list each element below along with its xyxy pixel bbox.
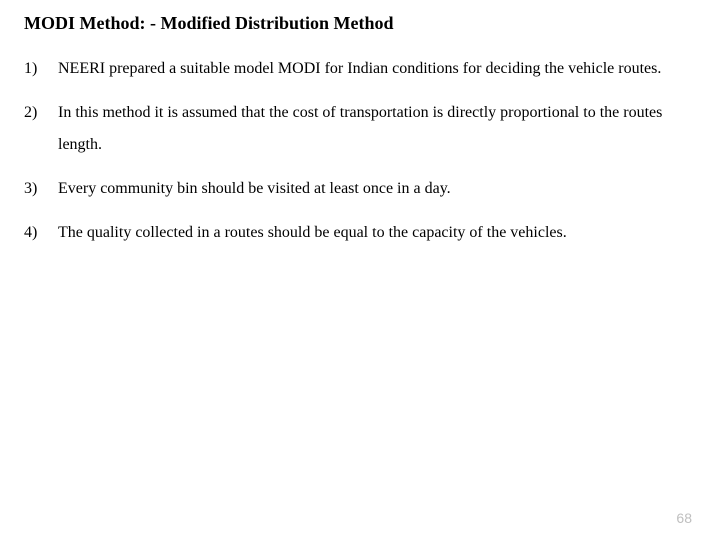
page: MODI Method: - Modified Distribution Met… xyxy=(0,0,720,540)
list-marker: 1) xyxy=(24,53,58,85)
numbered-list: 1) NEERI prepared a suitable model MODI … xyxy=(24,53,696,249)
list-item: 1) NEERI prepared a suitable model MODI … xyxy=(24,53,696,85)
list-item: 4) The quality collected in a routes sho… xyxy=(24,217,696,249)
list-item: 3) Every community bin should be visited… xyxy=(24,173,696,205)
page-title: MODI Method: - Modified Distribution Met… xyxy=(24,12,696,35)
list-marker: 4) xyxy=(24,217,58,249)
list-text: NEERI prepared a suitable model MODI for… xyxy=(58,53,696,85)
page-number: 68 xyxy=(676,510,692,526)
list-item: 2) In this method it is assumed that the… xyxy=(24,97,696,161)
list-marker: 2) xyxy=(24,97,58,129)
list-text: Every community bin should be visited at… xyxy=(58,173,696,205)
list-text: The quality collected in a routes should… xyxy=(58,217,696,249)
list-marker: 3) xyxy=(24,173,58,205)
list-text: In this method it is assumed that the co… xyxy=(58,97,696,161)
